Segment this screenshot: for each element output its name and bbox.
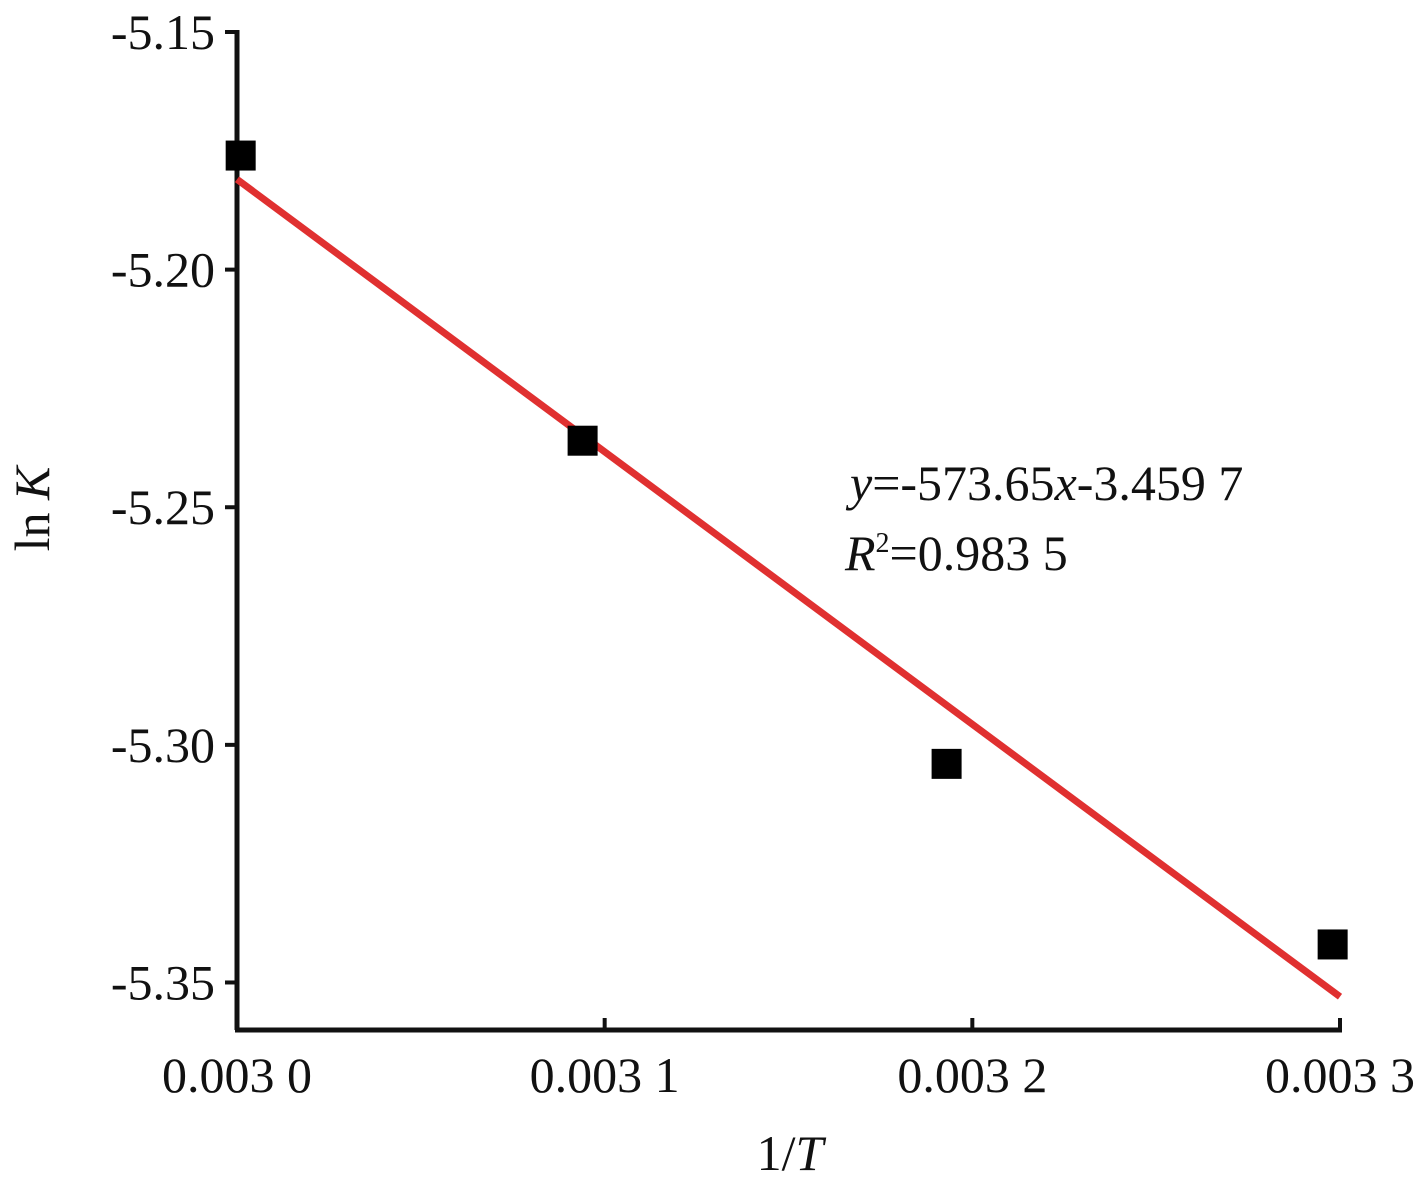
point (1317, 929, 1348, 960)
y-tick-label: -5.30 (111, 717, 215, 773)
fit-line (234, 176, 1343, 1000)
x-label-text: 1/ (757, 1125, 796, 1181)
eq-part: =-573.65 (872, 455, 1054, 511)
x-label-symbol: T (796, 1125, 827, 1181)
y-label-text: ln (4, 500, 60, 551)
eq-part: y (845, 455, 873, 511)
r-squared: R2=0.983 5 (844, 525, 1068, 581)
x-tick-label: 0.003 0 (162, 1047, 312, 1103)
point (931, 748, 962, 779)
y-tick-label: -5.25 (111, 479, 215, 535)
x-tick-label: 0.003 2 (897, 1047, 1047, 1103)
y-axis-label: ln K (4, 464, 60, 551)
r2-part: R (844, 525, 876, 581)
equation: y=-573.65x-3.459 7 (845, 455, 1243, 511)
eq-part: x (1054, 455, 1077, 511)
y-label-symbol: K (4, 464, 60, 501)
y-tick-label: -5.20 (111, 242, 215, 298)
x-axis-label: 1/T (757, 1125, 827, 1181)
r2-part: 2 (876, 528, 890, 559)
r2-part: =0.983 5 (890, 525, 1068, 581)
point (225, 140, 256, 171)
x-tick-label: 0.003 3 (1265, 1047, 1415, 1103)
point (567, 425, 598, 456)
eq-part: -3.459 7 (1077, 455, 1244, 511)
x-tick-label: 0.003 1 (530, 1047, 680, 1103)
y-tick-label: -5.35 (111, 954, 215, 1010)
y-tick-label: -5.15 (111, 4, 215, 60)
